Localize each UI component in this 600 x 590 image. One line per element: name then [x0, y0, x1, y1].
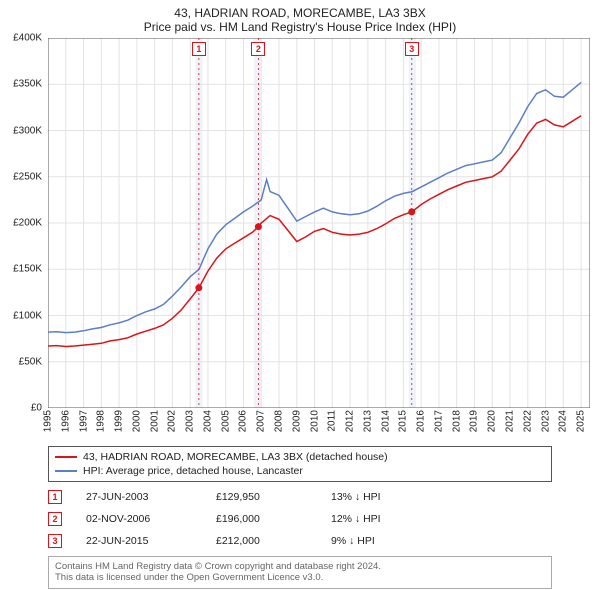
- legend-swatch: [55, 456, 77, 458]
- x-axis-label: 2016: [416, 410, 427, 432]
- x-axis-label: 1997: [78, 410, 89, 432]
- legend-label: HPI: Average price, detached house, Lanc…: [83, 465, 303, 477]
- legend-label: 43, HADRIAN ROAD, MORECAMBE, LA3 3BX (de…: [83, 451, 388, 463]
- x-axis-label: 2000: [131, 410, 142, 432]
- sale-date: 22-JUN-2015: [86, 535, 216, 547]
- footer-line-1: Contains HM Land Registry data © Crown c…: [55, 561, 545, 572]
- sale-diff: 9% ↓ HPI: [331, 535, 421, 547]
- x-axis-label: 2013: [362, 410, 373, 432]
- sale-row: 3 22-JUN-2015£212,0009% ↓ HPI: [48, 530, 552, 552]
- sale-diff: 12% ↓ HPI: [331, 513, 421, 525]
- x-axis-label: 2012: [345, 410, 356, 432]
- x-axis-label: 2005: [220, 410, 231, 432]
- x-axis-label: 2003: [185, 410, 196, 432]
- x-axis-label: 2020: [487, 410, 498, 432]
- x-axis-label: 2007: [256, 410, 267, 432]
- y-axis-label: £350K: [13, 79, 42, 90]
- sale-price: £196,000: [216, 513, 331, 525]
- sale-date: 02-NOV-2006: [86, 513, 216, 525]
- y-axis-label: £250K: [13, 171, 42, 182]
- sale-row: 1 27-JUN-2003£129,95013% ↓ HPI: [48, 486, 552, 508]
- sale-diff: 13% ↓ HPI: [331, 491, 421, 503]
- x-axis-label: 2008: [274, 410, 285, 432]
- x-axis-label: 2014: [380, 410, 391, 432]
- sale-marker-icon: 3: [48, 534, 62, 548]
- sale-row: 2 02-NOV-2006£196,00012% ↓ HPI: [48, 508, 552, 530]
- sales-table: 1 27-JUN-2003£129,95013% ↓ HPI 2 02-NOV-200…: [48, 486, 552, 552]
- x-axis-label: 2015: [398, 410, 409, 432]
- x-axis-label: 2017: [433, 410, 444, 432]
- x-axis-label: 2004: [202, 410, 213, 432]
- y-axis: £0£50K£100K£150K£200K£250K£300K£350K£400…: [0, 38, 44, 408]
- page-subtitle: Price paid vs. HM Land Registry's House …: [0, 20, 600, 38]
- legend-swatch: [55, 470, 77, 472]
- x-axis-label: 1998: [96, 410, 107, 432]
- x-axis-label: 1995: [43, 410, 54, 432]
- sale-marker-icon: 2: [48, 512, 62, 526]
- y-axis-label: £200K: [13, 218, 42, 229]
- x-axis-label: 1996: [60, 410, 71, 432]
- legend-row: 43, HADRIAN ROAD, MORECAMBE, LA3 3BX (de…: [55, 450, 545, 464]
- x-axis-label: 2023: [540, 410, 551, 432]
- x-axis-label: 2006: [238, 410, 249, 432]
- y-axis-label: £300K: [13, 125, 42, 136]
- x-axis-label: 2011: [327, 410, 338, 432]
- y-axis-label: £0: [31, 403, 42, 414]
- x-axis-label: 2009: [291, 410, 302, 432]
- chart: £0£50K£100K£150K£200K£250K£300K£350K£400…: [48, 38, 590, 408]
- chart-plot: [48, 38, 590, 408]
- sale-date: 27-JUN-2003: [86, 491, 216, 503]
- y-axis-label: £400K: [13, 33, 42, 44]
- x-axis-label: 2001: [149, 410, 160, 432]
- sale-marker-badge: 2: [251, 42, 265, 56]
- y-axis-label: £150K: [13, 264, 42, 275]
- sale-marker-badge: 3: [405, 42, 419, 56]
- footer: Contains HM Land Registry data © Crown c…: [48, 556, 552, 589]
- sale-price: £212,000: [216, 535, 331, 547]
- sale-marker-icon: 1: [48, 490, 62, 504]
- x-axis-label: 2024: [558, 410, 569, 432]
- y-axis-label: £50K: [19, 356, 42, 367]
- x-axis-label: 2002: [167, 410, 178, 432]
- x-axis: 1995199619971998199920002001200220032004…: [48, 408, 590, 442]
- x-axis-label: 1999: [114, 410, 125, 432]
- x-axis-label: 2025: [576, 410, 587, 432]
- x-axis-label: 2022: [522, 410, 533, 432]
- x-axis-label: 2018: [451, 410, 462, 432]
- x-axis-label: 2010: [309, 410, 320, 432]
- x-axis-label: 2021: [505, 410, 516, 432]
- y-axis-label: £100K: [13, 310, 42, 321]
- footer-line-2: This data is licensed under the Open Gov…: [55, 572, 545, 583]
- legend-row: HPI: Average price, detached house, Lanc…: [55, 464, 545, 478]
- sale-marker-badge: 1: [192, 42, 206, 56]
- sale-price: £129,950: [216, 491, 331, 503]
- legend: 43, HADRIAN ROAD, MORECAMBE, LA3 3BX (de…: [48, 446, 552, 482]
- x-axis-label: 2019: [469, 410, 480, 432]
- page-title: 43, HADRIAN ROAD, MORECAMBE, LA3 3BX: [0, 0, 600, 20]
